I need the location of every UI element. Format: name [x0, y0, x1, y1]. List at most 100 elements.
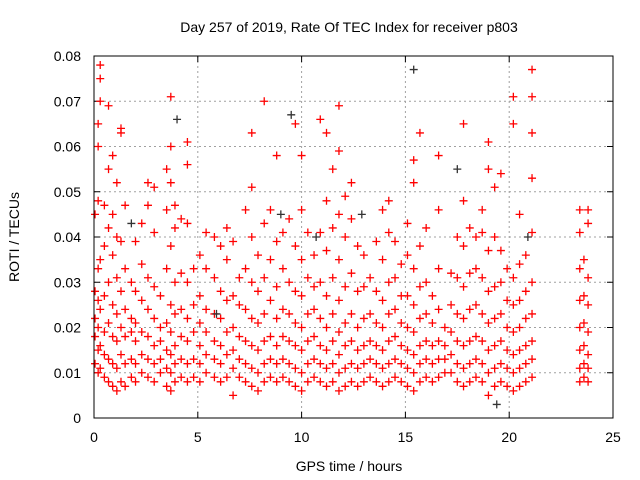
data-point-red [403, 251, 412, 260]
data-point-red [459, 364, 468, 373]
data-point-red [94, 119, 103, 128]
data-point-red [503, 264, 512, 273]
data-point-red [108, 300, 117, 309]
data-point-red [216, 359, 225, 368]
chart-title: Day 257 of 2019, Rate Of TEC Index for r… [180, 19, 518, 35]
data-point-red [162, 364, 171, 373]
data-point-red [100, 291, 109, 300]
data-point-red [403, 219, 412, 228]
data-point-red [584, 364, 593, 373]
data-point-red [108, 332, 117, 341]
data-point-red [260, 97, 269, 106]
data-point-red [202, 328, 211, 337]
data-point-red [166, 178, 175, 187]
data-point-red [229, 346, 238, 355]
data-point-dark [409, 65, 418, 74]
data-point-red [503, 382, 512, 391]
data-point-red [150, 314, 159, 323]
y-tick-label: 0.08 [54, 48, 81, 64]
data-point-red [459, 196, 468, 205]
x-tick-label: 15 [398, 429, 414, 445]
data-point-dark [212, 309, 221, 318]
data-point-red [210, 233, 219, 241]
data-point-red [353, 346, 362, 355]
data-point-red [415, 377, 424, 386]
data-point-red [415, 314, 424, 323]
data-point-red [471, 264, 480, 273]
data-point-red [447, 350, 456, 359]
data-point-red [216, 287, 225, 296]
data-point-red [316, 228, 325, 237]
data-point-red [334, 147, 343, 156]
data-point-red [94, 142, 103, 151]
data-point-red [447, 328, 456, 337]
data-point-red [266, 332, 275, 341]
data-point-red [575, 323, 584, 332]
data-point-red [372, 359, 381, 368]
data-point-red [91, 287, 100, 296]
data-point-red [334, 386, 343, 395]
data-point-red [137, 260, 146, 269]
data-point-dark [276, 210, 285, 219]
data-point-red [222, 255, 231, 264]
data-point-red [575, 228, 584, 237]
data-point-red [347, 359, 356, 368]
data-point-red [453, 359, 462, 368]
data-point-red [272, 151, 281, 160]
data-point-red [496, 246, 505, 255]
data-point-red [121, 332, 130, 341]
data-point-red [515, 323, 524, 332]
data-point-red [496, 337, 505, 346]
data-point-red [156, 291, 165, 300]
data-point-red [584, 273, 593, 282]
data-point-red [328, 359, 337, 368]
data-point-red [391, 237, 400, 246]
data-point-red [579, 291, 588, 300]
data-point-red [478, 337, 487, 346]
data-point-red [216, 314, 225, 323]
data-point-red [359, 359, 368, 368]
data-point-red [94, 346, 103, 355]
data-point-red [235, 332, 244, 341]
data-point-red [465, 359, 474, 368]
data-point-red [459, 382, 468, 391]
data-point-red [235, 273, 244, 282]
data-point-red [409, 300, 418, 309]
data-point-red [183, 337, 192, 346]
data-point-red [347, 309, 356, 318]
y-axis-label: ROTI / TECUs [6, 192, 22, 282]
data-point-red [459, 341, 468, 350]
data-point-dark [453, 165, 462, 174]
data-point-red [291, 364, 300, 373]
data-point-red [121, 382, 130, 391]
data-point-red [100, 201, 109, 210]
data-point-red [453, 309, 462, 318]
data-point-red [471, 332, 480, 341]
data-point-red [490, 314, 499, 323]
data-point-red [121, 264, 130, 273]
data-point-red [241, 377, 250, 386]
data-point-red [121, 359, 130, 368]
data-point-red [150, 183, 159, 192]
data-point-red [316, 341, 325, 350]
data-point-red [303, 273, 312, 282]
data-point-red [100, 373, 109, 382]
data-point-red [528, 337, 537, 346]
data-point-red [528, 174, 537, 183]
data-point-red [403, 291, 412, 300]
data-point-red [278, 355, 287, 364]
data-point-red [108, 210, 117, 219]
data-point-red [96, 364, 105, 373]
grid-lines [94, 56, 613, 418]
data-point-red [285, 377, 294, 386]
data-point-red [91, 332, 100, 341]
data-point-red [143, 373, 152, 382]
data-point-red [121, 305, 130, 314]
data-point-red [484, 287, 493, 296]
data-point-red [334, 368, 343, 377]
data-point-red [409, 328, 418, 337]
data-point-red [91, 210, 100, 219]
data-point-red [291, 242, 300, 251]
x-axis-label: GPS time / hours [296, 458, 403, 474]
data-point-red [422, 223, 431, 232]
